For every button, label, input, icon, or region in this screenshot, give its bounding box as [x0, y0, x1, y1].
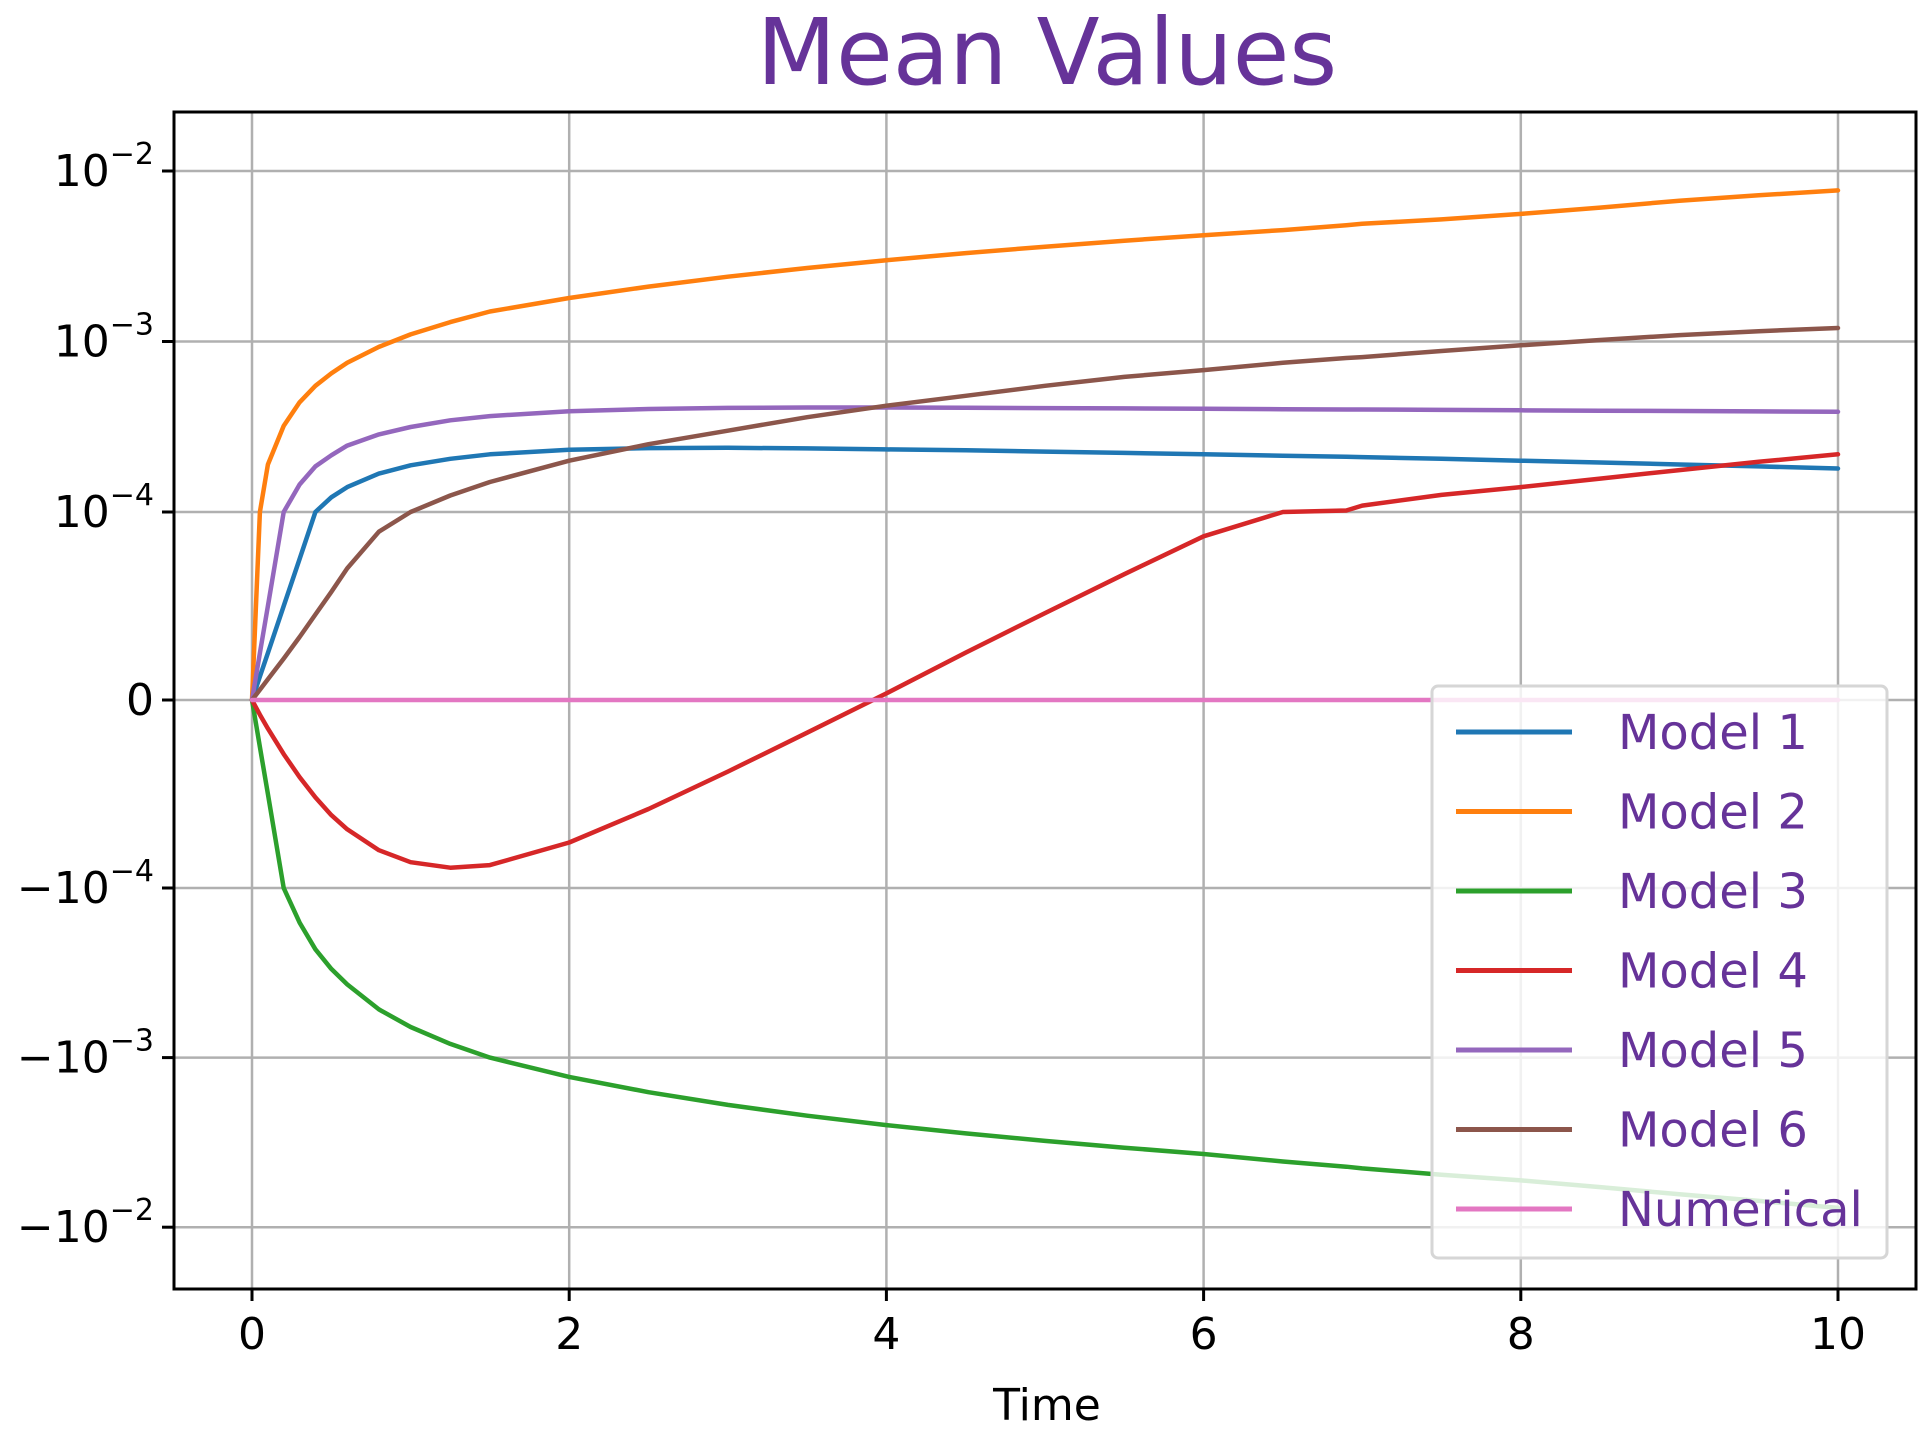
legend-box: [1430, 684, 1889, 1260]
y-tick-label: 0: [126, 675, 154, 726]
x-tick-label: 8: [1507, 1309, 1535, 1360]
legend-label: Model 5: [1618, 1023, 1808, 1079]
legend-label: Numerical: [1618, 1182, 1863, 1238]
x-tick-label: 4: [872, 1309, 900, 1360]
x-tick-label: 2: [555, 1309, 583, 1360]
legend-label: Model 3: [1618, 864, 1808, 920]
legend: Model 1 Model 2 Model 3 Model 4 Model 5 Model…: [1430, 684, 1889, 1260]
series-lines: [249, 188, 1841, 1211]
y-axis-ticks: 10−2 10−3 10−4 0 −10−4 −10−3 −10−2: [17, 137, 174, 1253]
x-tick-label: 0: [238, 1309, 266, 1360]
series-line-6: [249, 325, 1841, 703]
y-tick-label: 10−3: [54, 308, 154, 368]
y-tick-label: 10−2: [54, 137, 154, 197]
y-tick-label: −10−2: [17, 1193, 154, 1253]
series-line-1: [249, 445, 1841, 703]
legend-label: Model 4: [1618, 944, 1808, 1000]
x-tick-label: 10: [1810, 1309, 1866, 1360]
y-tick-label: −10−3: [17, 1024, 154, 1084]
series-line-5: [249, 405, 1841, 703]
legend-label: Model 2: [1618, 785, 1808, 841]
x-tick-label: 6: [1190, 1309, 1218, 1360]
legend-label: Model 1: [1618, 705, 1808, 761]
x-axis-ticks: 0 2 4 6 8 10: [238, 1289, 1866, 1360]
y-tick-label: 10−4: [54, 478, 154, 538]
y-tick-label: −10−4: [17, 854, 154, 914]
series-line-4: [249, 452, 1841, 870]
legend-label: Model 6: [1618, 1103, 1808, 1159]
series-line-2: [249, 188, 1841, 703]
chart-title: Mean Values: [757, 0, 1337, 106]
x-axis-label: Time: [992, 1380, 1101, 1431]
